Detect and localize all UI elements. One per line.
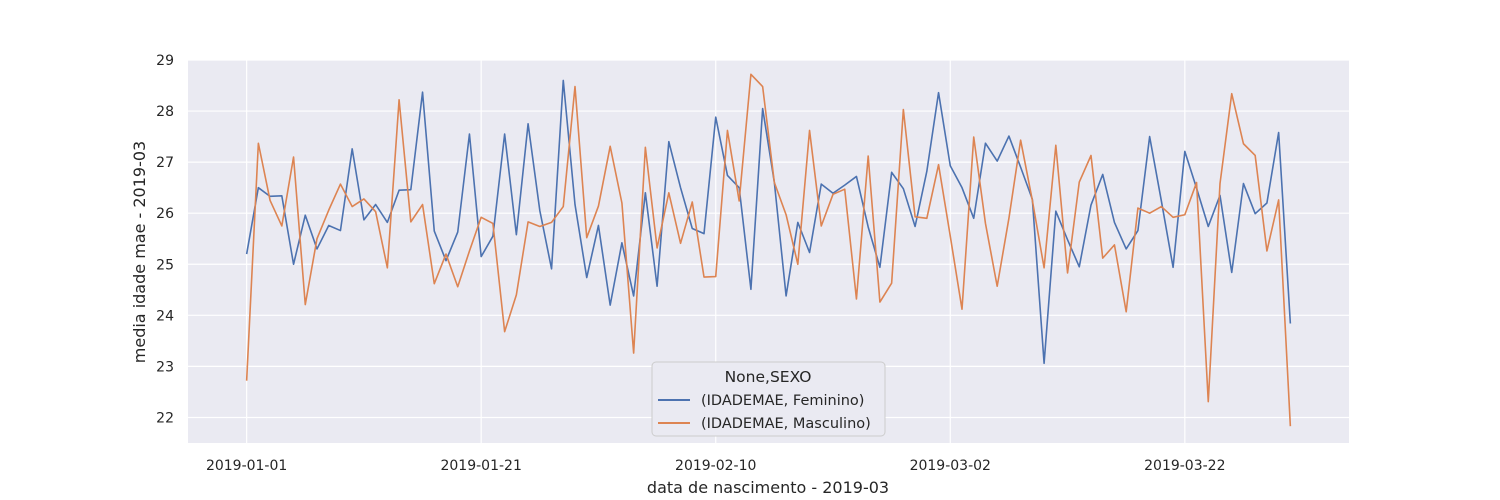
y-tick-label: 26	[156, 206, 174, 222]
y-tick-label: 22	[156, 410, 174, 426]
y-axis-ticks: 22 23 24 25 26 27 28 29	[156, 53, 174, 426]
x-tick-label: 2019-03-22	[1144, 458, 1225, 474]
x-tick-label: 2019-03-02	[910, 458, 991, 474]
y-tick-label: 29	[156, 53, 174, 69]
series-line-masculino	[245, 73, 1292, 427]
x-tick-label: 2019-01-21	[440, 458, 521, 474]
series-line-feminino	[245, 79, 1292, 365]
legend: None,SEXO (IDADEMAE, Feminino) (IDADEMAE…	[651, 361, 886, 437]
legend-label-feminino: (IDADEMAE, Feminino)	[701, 393, 864, 409]
y-tick-label: 25	[156, 257, 174, 273]
x-tick-label: 2019-01-01	[206, 458, 287, 474]
x-axis-ticks: 2019-01-01 2019-01-21 2019-02-10 2019-03-02…	[206, 458, 1226, 474]
y-axis-label: media idade mae - 2019-03	[130, 141, 149, 363]
legend-box	[651, 361, 886, 437]
y-tick-label: 28	[156, 104, 174, 120]
legend-title: None,SEXO	[725, 368, 812, 386]
series-lines	[245, 73, 1292, 427]
x-tick-label: 2019-02-10	[675, 458, 756, 474]
x-axis-label: data de nascimento - 2019-03	[647, 478, 889, 497]
y-tick-label: 24	[156, 308, 174, 324]
legend-label-masculino: (IDADEMAE, Masculino)	[701, 416, 871, 432]
y-tick-label: 23	[156, 359, 174, 375]
y-tick-label: 27	[156, 155, 174, 171]
